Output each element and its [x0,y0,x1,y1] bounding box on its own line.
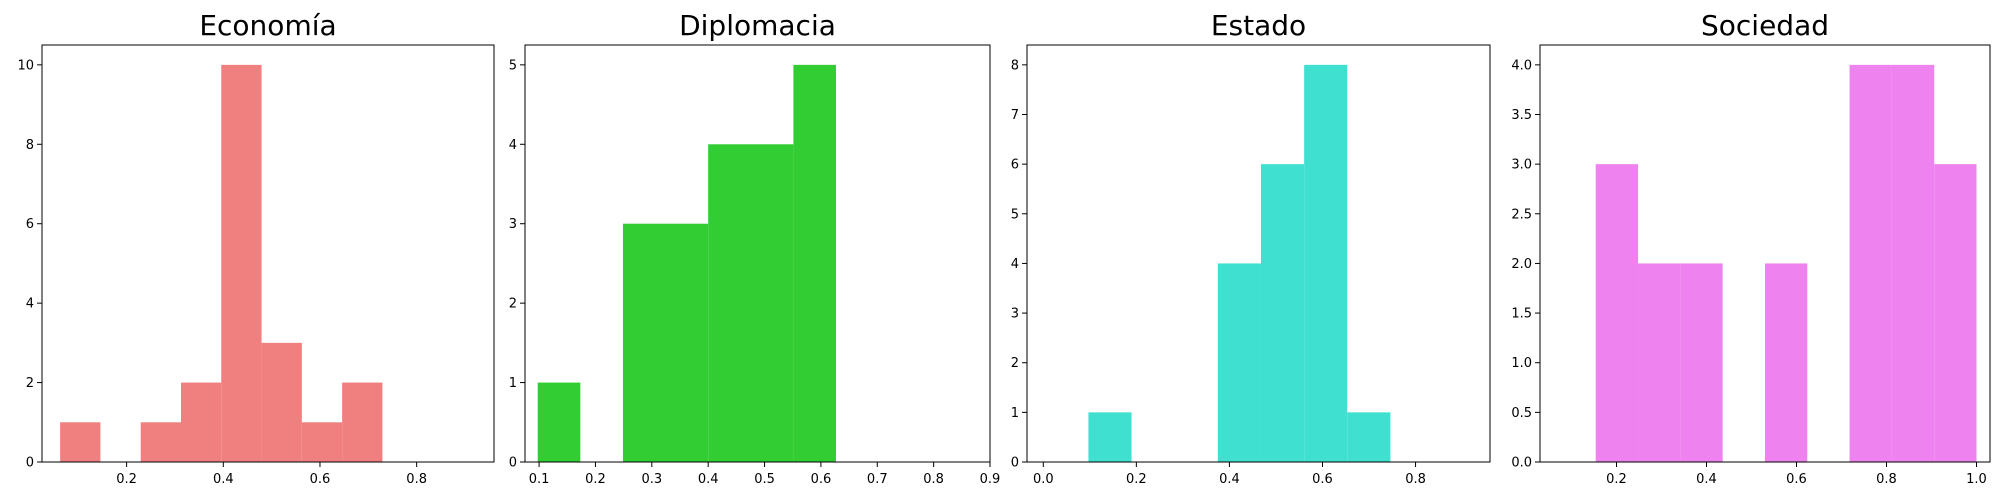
x-tick-label: 0.2 [585,472,606,487]
y-tick-label: 4 [1011,257,1019,272]
histogram-bar [1217,263,1261,462]
histogram-bar [1764,263,1808,462]
y-tick-label: 5 [1011,207,1019,222]
histogram-bar [622,223,709,462]
axes-frame [41,44,495,463]
x-tick-label: 0.2 [116,472,137,487]
histogram-bar [708,144,794,463]
y-tick-label: 2.0 [1511,257,1532,272]
histogram-bar [793,64,837,462]
y-tick-label: 3 [509,217,517,232]
y-tick-label: 0 [26,456,34,471]
histogram-bar [537,382,581,462]
y-tick-label: 7 [1011,108,1019,123]
y-tick-label: 4.0 [1511,58,1532,73]
y-tick-label: 8 [26,138,34,153]
y-tick-label: 5 [509,58,517,73]
y-tick-label: 0.0 [1511,456,1532,471]
subplot-diplomacia: 0.1 0.2 0.3 0.4 0.5 0.6 0.7 0.8 0.9 0 1 2 3 4 5 Diploma… [509,9,1001,487]
y-tick-label: 10 [17,58,34,73]
x-tick-label: 0.5 [754,472,775,487]
histogram-bar [1595,164,1639,462]
chart-title: Sociedad [1701,9,1829,42]
histogram-bar [1891,64,1935,462]
y-tick-label: 2.5 [1511,207,1532,222]
histogram-bar [261,342,302,462]
y-tick-label: 6 [26,217,34,232]
histogram-bar [1680,263,1723,462]
x-tick-label: 0.4 [1219,472,1240,487]
x-tick-label: 0.0 [1033,472,1054,487]
histogram-bar [1304,64,1348,462]
chart-title: Diplomacia [679,9,836,42]
histogram-bar [1934,164,1977,462]
x-tick-label: 0.6 [811,472,832,487]
axes-frame [524,44,991,463]
y-tick-label: 1.5 [1511,307,1532,322]
x-tick-label: 0.1 [529,472,550,487]
x-tick-label: 0.4 [1696,472,1717,487]
x-tick-label: 0.7 [867,472,888,487]
y-tick-label: 0 [1011,456,1019,471]
subplot-sociedad: 0.2 0.4 0.6 0.8 1.0 0.0 0.5 1.0 1.5 2.0 2.5 3.0 3.5 4… [1511,9,1991,487]
y-tick-label: 1 [509,376,517,391]
y-tick-label: 4 [26,297,34,312]
chart-title: Economía [199,9,336,42]
y-tick-label: 1.0 [1511,356,1532,371]
histogram-bar [221,64,262,462]
x-tick-label: 0.6 [1312,472,1333,487]
x-tick-label: 0.2 [1606,472,1627,487]
x-tick-label: 0.8 [1876,472,1897,487]
histogram-bar [60,422,101,462]
x-tick-label: 1.0 [1966,472,1987,487]
y-tick-label: 2 [1011,356,1019,371]
histogram-bar [1849,64,1892,462]
y-tick-label: 3.5 [1511,108,1532,123]
x-tick-label: 0.4 [698,472,719,487]
y-tick-label: 8 [1011,58,1019,73]
histogram-bar [342,382,383,462]
histogram-bar [140,422,181,462]
y-tick-label: 4 [509,138,517,153]
x-tick-label: 0.8 [923,472,944,487]
histogram-bar [1638,263,1681,462]
x-tick-label: 0.4 [213,472,234,487]
x-tick-label: 0.3 [641,472,662,487]
x-tick-label: 0.6 [1786,472,1807,487]
histogram-bar [301,422,343,462]
y-tick-label: 6 [1011,158,1019,173]
y-tick-label: 0.5 [1511,406,1532,421]
x-tick-label: 0.2 [1126,472,1147,487]
axes-frame [1026,44,1491,463]
histogram-bar [1088,412,1132,462]
chart-title: Estado [1211,9,1306,42]
subplot-economia: 0.2 0.4 0.6 0.8 0 2 4 6 8 10 Economía [17,9,495,487]
y-tick-label: 0 [509,456,517,471]
x-tick-label: 0.8 [406,472,427,487]
histogram-bar [180,382,222,462]
y-tick-label: 2 [26,376,34,391]
y-tick-label: 3 [1011,307,1019,322]
x-tick-label: 0.8 [1405,472,1426,487]
axes-frame [1539,44,1991,463]
y-tick-label: 1 [1011,406,1019,421]
y-tick-label: 2 [509,297,517,312]
x-tick-label: 0.6 [310,472,331,487]
subplot-estado: 0.0 0.2 0.4 0.6 0.8 0 1 2 3 4 5 6 7 8 Estado [1011,9,1491,487]
histogram-bar [1260,164,1305,462]
x-tick-label: 0.9 [980,472,1001,487]
y-tick-label: 3.0 [1511,158,1532,173]
histogram-bar [1347,412,1391,462]
